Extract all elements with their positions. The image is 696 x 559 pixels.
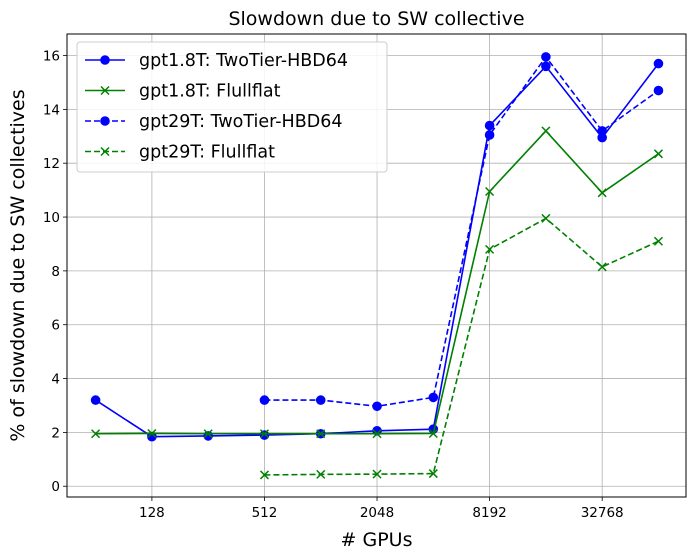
x-tick-label: 512 bbox=[252, 505, 278, 521]
data-point bbox=[653, 149, 663, 159]
legend-marker bbox=[100, 85, 110, 96]
data-point bbox=[485, 186, 495, 197]
x-marker-stroke bbox=[372, 469, 382, 479]
axis-ticks: 128 512 2048 8192 32768 0 2 4 6 8 10 12 14 16 bbox=[43, 49, 624, 521]
data-point bbox=[428, 469, 438, 479]
x-tick-label: 32768 bbox=[581, 505, 624, 521]
series-1 bbox=[91, 126, 663, 439]
data-point bbox=[91, 429, 101, 439]
data-point bbox=[203, 429, 213, 439]
data-point bbox=[316, 429, 326, 439]
x-marker-stroke bbox=[316, 469, 326, 479]
legend-label: gpt29T: TwoTier-HBD64 bbox=[139, 112, 342, 132]
legend-marker bbox=[100, 116, 110, 126]
x-marker-stroke bbox=[597, 262, 607, 272]
data-point bbox=[316, 469, 326, 479]
x-tick-label: 128 bbox=[139, 505, 165, 521]
series-line bbox=[264, 55, 659, 408]
x-marker-stroke bbox=[428, 469, 438, 479]
series-2 bbox=[259, 52, 664, 412]
data-point bbox=[315, 395, 326, 405]
x-marker-stroke bbox=[100, 85, 110, 96]
x-marker-stroke bbox=[372, 429, 382, 439]
x-marker-stroke bbox=[259, 470, 269, 480]
x-marker-stroke bbox=[485, 186, 495, 197]
data-point bbox=[653, 58, 664, 69]
x-marker-stroke bbox=[541, 126, 551, 136]
plot-frame bbox=[66, 33, 687, 498]
data-point bbox=[597, 126, 607, 136]
data-point bbox=[259, 429, 269, 439]
series-3 bbox=[259, 213, 663, 480]
data-point bbox=[597, 188, 607, 198]
data-point bbox=[372, 429, 382, 439]
data-point bbox=[259, 395, 270, 405]
legend-marker bbox=[100, 146, 110, 157]
data-point bbox=[597, 262, 607, 272]
y-tick-label: 14 bbox=[43, 102, 60, 118]
data-point bbox=[484, 130, 495, 140]
y-tick-label: 12 bbox=[43, 156, 60, 172]
x-marker-stroke bbox=[485, 244, 495, 254]
x-marker-stroke bbox=[653, 236, 663, 246]
data-point bbox=[372, 469, 382, 479]
data-point bbox=[653, 85, 664, 96]
y-tick-label: 0 bbox=[51, 479, 60, 495]
series-layer bbox=[90, 52, 664, 480]
legend-label: gpt29T: Flullflat bbox=[139, 143, 275, 163]
data-point bbox=[653, 236, 663, 246]
data-point bbox=[541, 61, 551, 72]
x-marker-stroke bbox=[259, 429, 269, 439]
data-point bbox=[541, 213, 551, 223]
legend-label: gpt1.8T: Flullflat bbox=[139, 82, 281, 102]
x-marker-stroke bbox=[203, 429, 213, 439]
x-marker-stroke bbox=[147, 428, 157, 439]
x-marker-stroke bbox=[428, 428, 438, 439]
legend-label: gpt1.8T: TwoTier-HBD64 bbox=[139, 51, 348, 71]
data-point bbox=[485, 244, 495, 254]
x-marker-stroke bbox=[91, 429, 101, 439]
legend-item: gpt29T: TwoTier-HBD64 bbox=[85, 112, 342, 132]
x-marker-stroke bbox=[597, 188, 607, 198]
data-point bbox=[428, 428, 438, 439]
y-tick-label: 2 bbox=[51, 425, 60, 441]
x-tick-label: 8192 bbox=[472, 505, 506, 521]
legend-item: gpt29T: Flullflat bbox=[85, 143, 275, 163]
data-point bbox=[372, 401, 382, 412]
series-line bbox=[264, 217, 659, 476]
y-tick-label: 6 bbox=[51, 318, 60, 334]
data-point bbox=[428, 392, 439, 403]
legend-box bbox=[76, 41, 388, 173]
x-tick-label: 2048 bbox=[360, 505, 394, 521]
legend-marker bbox=[100, 55, 110, 65]
data-point bbox=[259, 430, 270, 440]
x-marker-stroke bbox=[541, 213, 551, 223]
y-tick-label: 8 bbox=[51, 264, 60, 280]
chart-title: Slowdown due to SW collective bbox=[228, 8, 524, 30]
data-point bbox=[147, 431, 157, 442]
data-point bbox=[147, 428, 157, 439]
x-marker-stroke bbox=[653, 149, 663, 159]
legend: gpt1.8T: TwoTier-HBD64 gpt1.8T: Flullflat… bbox=[76, 41, 388, 173]
legend-item: gpt1.8T: TwoTier-HBD64 bbox=[85, 51, 348, 71]
y-tick-label: 4 bbox=[51, 372, 60, 388]
y-axis-label: % of slowdown due to SW collectives bbox=[7, 89, 29, 441]
x-marker-stroke bbox=[100, 146, 110, 157]
data-point bbox=[541, 126, 551, 136]
x-marker-stroke bbox=[316, 429, 326, 439]
data-point bbox=[541, 52, 551, 62]
x-axis-label: # GPUs bbox=[341, 529, 413, 551]
data-point bbox=[259, 470, 269, 480]
data-point bbox=[484, 120, 495, 131]
legend-item: gpt1.8T: Flullflat bbox=[85, 82, 281, 102]
data-point bbox=[90, 395, 101, 405]
y-tick-label: 10 bbox=[43, 210, 60, 226]
y-tick-label: 16 bbox=[43, 49, 60, 65]
